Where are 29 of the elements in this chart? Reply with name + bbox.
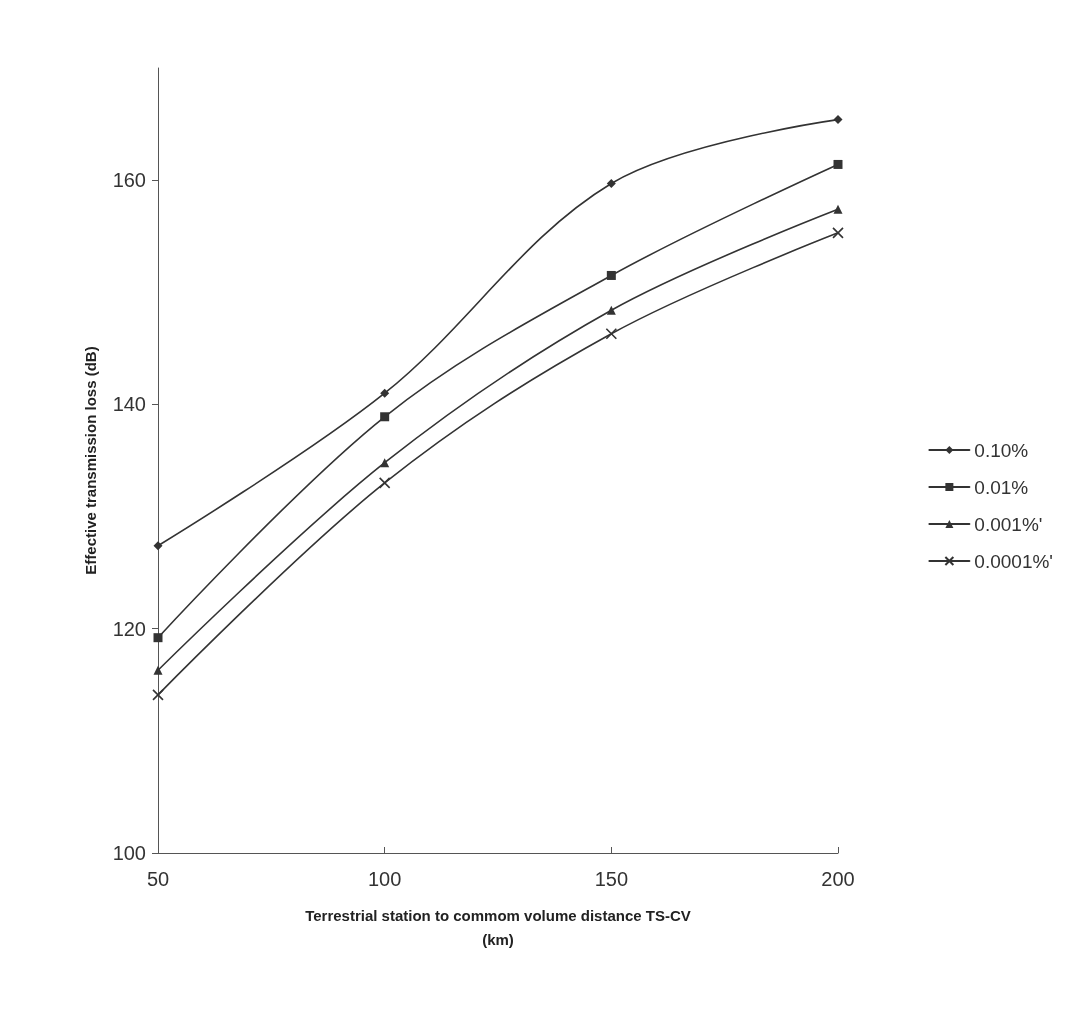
point <box>606 179 616 189</box>
y-tick-label: 120 <box>112 617 146 640</box>
x-axis-title: Terrestrial station to commom volume distance TS-CV (km) <box>305 906 691 948</box>
y-tick-label: 140 <box>112 393 146 416</box>
point <box>606 270 616 280</box>
y-tick-label: 160 <box>112 169 146 192</box>
point <box>153 665 163 675</box>
point <box>832 227 844 239</box>
legend-label: 0.001%' <box>974 513 1043 535</box>
point <box>378 477 391 489</box>
legend-label: 0.10% <box>974 439 1029 461</box>
point <box>152 689 164 701</box>
point <box>380 412 390 422</box>
point <box>833 115 843 125</box>
x-tick-label: 150 <box>594 868 629 890</box>
point <box>833 204 843 214</box>
y-tick-label: 100 <box>112 842 146 864</box>
point <box>833 159 843 169</box>
x-tick-label: 50 <box>146 868 170 890</box>
y-axis-title: Effective transmission loss (dB) <box>82 346 99 575</box>
point <box>153 541 163 551</box>
x-tick-label: 100 <box>367 868 402 890</box>
point <box>605 327 618 340</box>
point <box>606 305 616 315</box>
point <box>153 633 163 643</box>
legend-label: 0.01% <box>974 476 1029 498</box>
legend-label: 0.0001%' <box>974 550 1054 572</box>
point <box>380 388 390 398</box>
x-tick-label: 200 <box>821 868 855 890</box>
